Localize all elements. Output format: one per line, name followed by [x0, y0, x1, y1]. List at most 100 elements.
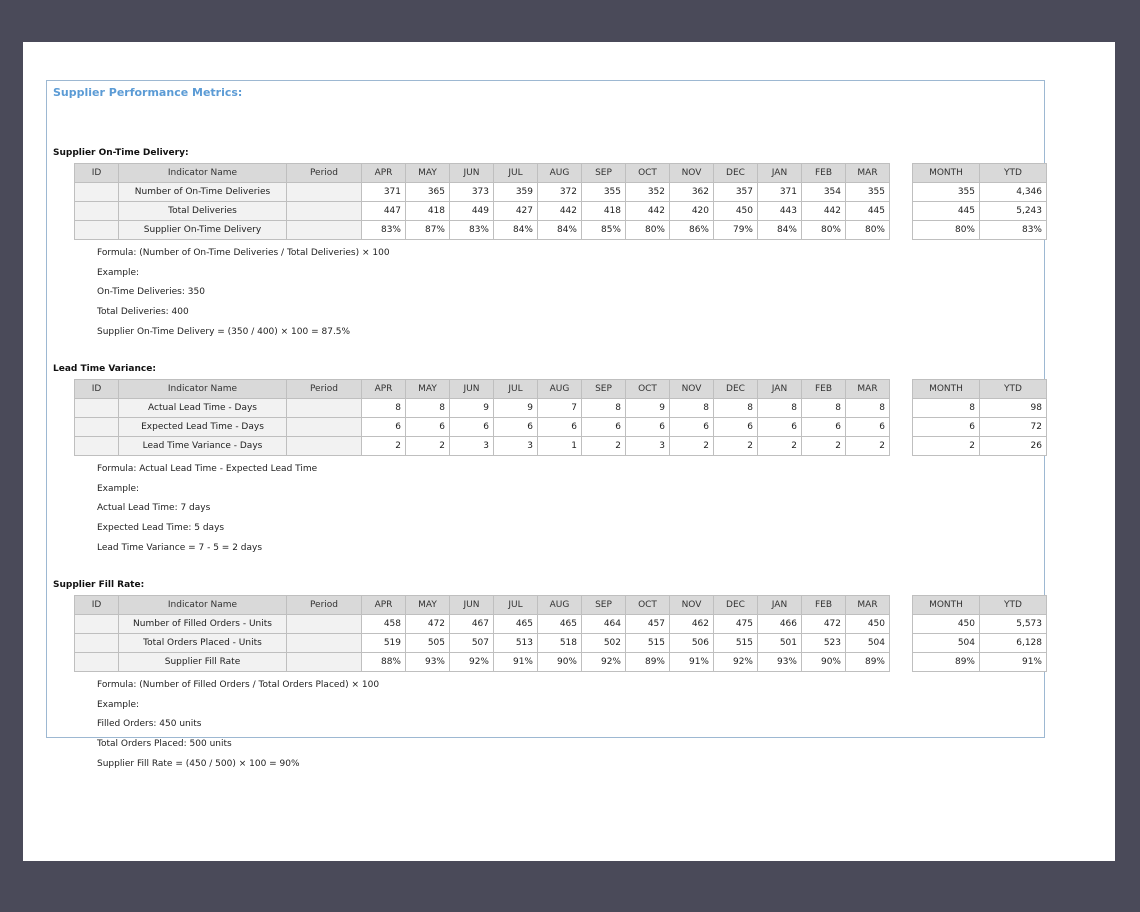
value-cell: 88%: [361, 652, 406, 672]
value-cell: 450: [845, 614, 890, 634]
header-month: MAR: [845, 379, 890, 399]
month-value: 80%: [912, 220, 980, 240]
month-value: 2: [912, 436, 980, 456]
value-cell: 7: [537, 398, 582, 418]
value-cell: 3: [449, 436, 494, 456]
value-cell: 2: [405, 436, 450, 456]
value-cell: 3: [625, 436, 670, 456]
header-month: JUL: [493, 595, 538, 615]
value-cell: 2: [845, 436, 890, 456]
value-cell: 80%: [845, 220, 890, 240]
value-cell: 8: [713, 398, 758, 418]
header-period: Period: [286, 595, 362, 615]
id-cell: [74, 182, 119, 202]
value-cell: 92%: [449, 652, 494, 672]
summary-row: 89% 91%: [912, 652, 1047, 672]
value-cell: 84%: [537, 220, 582, 240]
value-cell: 442: [625, 201, 670, 221]
formula-notes: Formula: (Number of Filled Orders / Tota…: [97, 676, 379, 774]
indicator-name: Number of Filled Orders - Units: [118, 614, 287, 634]
header-month: MAY: [405, 163, 450, 183]
value-cell: 91%: [669, 652, 714, 672]
value-cell: 449: [449, 201, 494, 221]
header-month-total: MONTH: [912, 163, 980, 183]
month-value: 445: [912, 201, 980, 221]
period-cell: [286, 220, 362, 240]
table-row: Lead Time Variance - Days 2 2 3 3 1 2 3 2 2 2 2 2: [74, 436, 890, 456]
value-cell: 6: [669, 417, 714, 437]
value-cell: 1: [537, 436, 582, 456]
value-cell: 371: [361, 182, 406, 202]
value-cell: 6: [361, 417, 406, 437]
header-id: ID: [74, 595, 119, 615]
formula-notes: Formula: (Number of On-Time Deliveries /…: [97, 244, 390, 342]
period-cell: [286, 398, 362, 418]
value-cell: 6: [801, 417, 846, 437]
report-title: Supplier Performance Metrics:: [53, 86, 243, 99]
value-cell: 2: [757, 436, 802, 456]
value-cell: 8: [361, 398, 406, 418]
value-cell: 84%: [757, 220, 802, 240]
value-cell: 442: [801, 201, 846, 221]
value-cell: 6: [625, 417, 670, 437]
header-month-total: MONTH: [912, 595, 980, 615]
table-row: Number of Filled Orders - Units 458 472 467…: [74, 614, 890, 634]
note-line: Formula: (Number of Filled Orders / Tota…: [97, 680, 380, 690]
value-cell: 9: [449, 398, 494, 418]
header-month: FEB: [801, 379, 846, 399]
section-title: Lead Time Variance:: [53, 364, 156, 374]
value-cell: 515: [625, 633, 670, 653]
note-line: On-Time Deliveries: 350: [97, 287, 205, 298]
header-id: ID: [74, 163, 119, 183]
value-cell: 418: [405, 201, 450, 221]
value-cell: 6: [405, 417, 450, 437]
value-cell: 420: [669, 201, 714, 221]
ytd-value: 5,243: [979, 201, 1047, 221]
value-cell: 445: [845, 201, 890, 221]
note-line: Actual Lead Time: 7 days: [97, 503, 211, 514]
month-value: 504: [912, 633, 980, 653]
value-cell: 450: [713, 201, 758, 221]
header-row: ID Indicator Name Period APR MAY JUN JUL AUG SEP…: [74, 163, 890, 183]
value-cell: 465: [493, 614, 538, 634]
note-line: Supplier On-Time Delivery = (350 / 400) …: [97, 326, 351, 337]
summary-row: 504 6,128: [912, 633, 1047, 653]
ytd-value: 91%: [979, 652, 1047, 672]
value-cell: 3: [493, 436, 538, 456]
month-value: 450: [912, 614, 980, 634]
note-line: Filled Orders: 450 units: [97, 719, 202, 730]
value-cell: 365: [405, 182, 450, 202]
header-month-total: MONTH: [912, 379, 980, 399]
id-cell: [74, 652, 119, 672]
header-month: APR: [361, 163, 406, 183]
value-cell: 466: [757, 614, 802, 634]
indicator-name: Supplier On-Time Delivery: [118, 220, 287, 240]
id-cell: [74, 436, 119, 456]
header-month: AUG: [537, 595, 582, 615]
note-line: Example:: [97, 699, 140, 710]
header-month: APR: [361, 379, 406, 399]
value-cell: 475: [713, 614, 758, 634]
header-indicator: Indicator Name: [118, 163, 287, 183]
value-cell: 79%: [713, 220, 758, 240]
header-month: AUG: [537, 379, 582, 399]
value-cell: 86%: [669, 220, 714, 240]
header-month: MAY: [405, 595, 450, 615]
table-row: Expected Lead Time - Days 6 6 6 6 6 6 6 6 6 6 6 6: [74, 417, 890, 437]
period-cell: [286, 614, 362, 634]
header-row: ID Indicator Name Period APR MAY JUN JUL AUG SEP…: [74, 595, 890, 615]
value-cell: 515: [713, 633, 758, 653]
value-cell: 501: [757, 633, 802, 653]
month-value: 89%: [912, 652, 980, 672]
period-cell: [286, 436, 362, 456]
value-cell: 83%: [361, 220, 406, 240]
value-cell: 8: [669, 398, 714, 418]
value-cell: 8: [801, 398, 846, 418]
value-cell: 6: [757, 417, 802, 437]
value-cell: 93%: [405, 652, 450, 672]
note-line: Lead Time Variance = 7 - 5 = 2 days: [97, 542, 263, 553]
table-row: Supplier Fill Rate 88% 93% 92% 91% 90% 92% 89% 9…: [74, 652, 890, 672]
header-month: APR: [361, 595, 406, 615]
value-cell: 462: [669, 614, 714, 634]
month-value: 355: [912, 182, 980, 202]
